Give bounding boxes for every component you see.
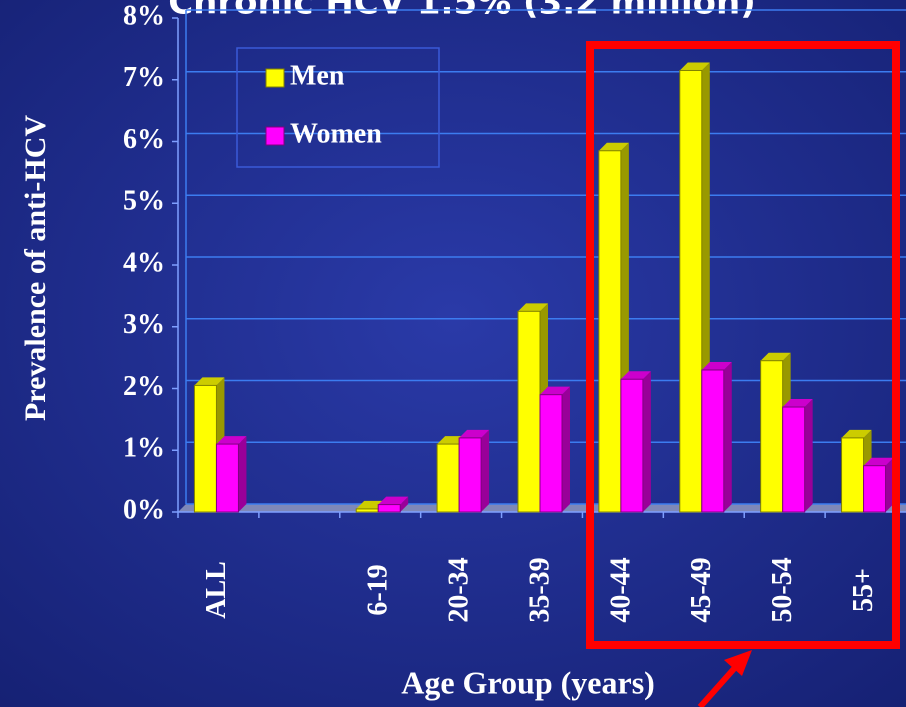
bar [539, 394, 563, 513]
bar-top [216, 436, 247, 445]
bar-top [679, 62, 710, 71]
bar [841, 437, 865, 513]
x-tick-label: 40-44 [605, 557, 636, 622]
bar-top [620, 371, 651, 380]
bar [679, 69, 703, 513]
bar-top [378, 496, 409, 505]
bar-side [885, 457, 894, 512]
bar-top [518, 303, 548, 312]
bar-side [238, 436, 247, 512]
bar [863, 465, 887, 513]
y-tick-label: 1% [123, 433, 165, 464]
bar [193, 384, 217, 513]
bar-side [723, 361, 732, 512]
bar-top [598, 142, 629, 151]
legend: Men Women [265, 60, 382, 149]
y-tick-label: 5% [123, 186, 165, 217]
legend-swatch [265, 68, 285, 88]
x-tick-label: ALL [201, 561, 232, 619]
x-tick-label: 45-49 [686, 557, 717, 622]
x-tick-label: 6-19 [363, 564, 394, 615]
y-tick-label: 0% [123, 494, 165, 525]
arrow [697, 650, 752, 707]
bar [760, 360, 784, 513]
bar-top [540, 386, 570, 395]
y-tick-label: 4% [123, 247, 165, 278]
bar [517, 310, 541, 513]
bar-side [481, 429, 490, 512]
legend-swatch [265, 126, 285, 146]
bar [701, 369, 725, 513]
bar [215, 443, 239, 513]
bar [436, 443, 460, 513]
y-tick-label: 3% [123, 309, 165, 340]
y-tick-label: 2% [123, 371, 165, 402]
bar [620, 378, 644, 513]
bar-top [194, 377, 225, 386]
bar-top [782, 399, 813, 408]
y-tick-label: 6% [123, 124, 165, 155]
bar-top [760, 352, 791, 361]
bar [782, 406, 806, 513]
x-tick-label: 35-39 [524, 557, 555, 622]
bar-side [400, 496, 409, 512]
x-tick-label: 55+ [848, 568, 879, 612]
bar-top [841, 429, 872, 438]
bar-side [642, 371, 651, 512]
bar-side [562, 386, 570, 512]
plot-area: 0% 1% 2% 3% 4% 5% 6% 7% 8% ALL 6-19 20-34 35-39 40-44… [123, 0, 906, 623]
legend-label: Women [290, 118, 382, 149]
y-axis-label: Prevalence of anti-HCV [19, 115, 52, 421]
highlight-box [586, 41, 900, 649]
bar-top [863, 457, 894, 466]
y-tick-label: 8% [123, 0, 165, 31]
bar [377, 504, 401, 513]
y-tick-label: 7% [123, 62, 165, 93]
bar [598, 150, 622, 513]
bar-side [804, 399, 813, 512]
bar [355, 508, 379, 513]
legend-label: Men [290, 60, 345, 91]
legend-box [236, 47, 440, 168]
chart-title: Chronic HCV 1.5% (3.2 million) [168, 0, 756, 23]
bar [458, 437, 482, 513]
x-tick-label: 50-54 [767, 557, 798, 622]
bar-top [459, 429, 490, 438]
x-axis-label: Age Group (years) [401, 664, 655, 700]
x-tick-label: 20-34 [444, 557, 475, 622]
bar-top [701, 361, 732, 370]
